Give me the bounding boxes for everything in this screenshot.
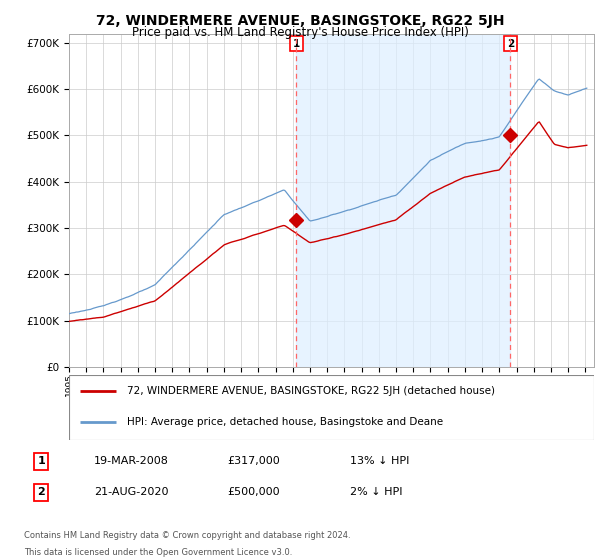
Text: 13% ↓ HPI: 13% ↓ HPI <box>350 456 409 466</box>
Bar <box>296 34 511 367</box>
Text: £317,000: £317,000 <box>227 456 280 466</box>
Text: HPI: Average price, detached house, Basingstoke and Deane: HPI: Average price, detached house, Basi… <box>127 417 443 427</box>
Text: Price paid vs. HM Land Registry's House Price Index (HPI): Price paid vs. HM Land Registry's House … <box>131 26 469 39</box>
Text: 2: 2 <box>507 39 514 49</box>
Text: 1: 1 <box>293 39 300 49</box>
FancyBboxPatch shape <box>69 375 594 440</box>
Text: 19-MAR-2008: 19-MAR-2008 <box>94 456 169 466</box>
Text: This data is licensed under the Open Government Licence v3.0.: This data is licensed under the Open Gov… <box>24 548 292 557</box>
Text: 2: 2 <box>37 487 45 497</box>
Text: Contains HM Land Registry data © Crown copyright and database right 2024.: Contains HM Land Registry data © Crown c… <box>24 531 350 540</box>
Text: 72, WINDERMERE AVENUE, BASINGSTOKE, RG22 5JH (detached house): 72, WINDERMERE AVENUE, BASINGSTOKE, RG22… <box>127 386 495 396</box>
Text: 72, WINDERMERE AVENUE, BASINGSTOKE, RG22 5JH: 72, WINDERMERE AVENUE, BASINGSTOKE, RG22… <box>96 14 504 28</box>
Text: £500,000: £500,000 <box>227 487 280 497</box>
Text: 21-AUG-2020: 21-AUG-2020 <box>94 487 168 497</box>
Text: 2% ↓ HPI: 2% ↓ HPI <box>350 487 402 497</box>
Text: 1: 1 <box>37 456 45 466</box>
